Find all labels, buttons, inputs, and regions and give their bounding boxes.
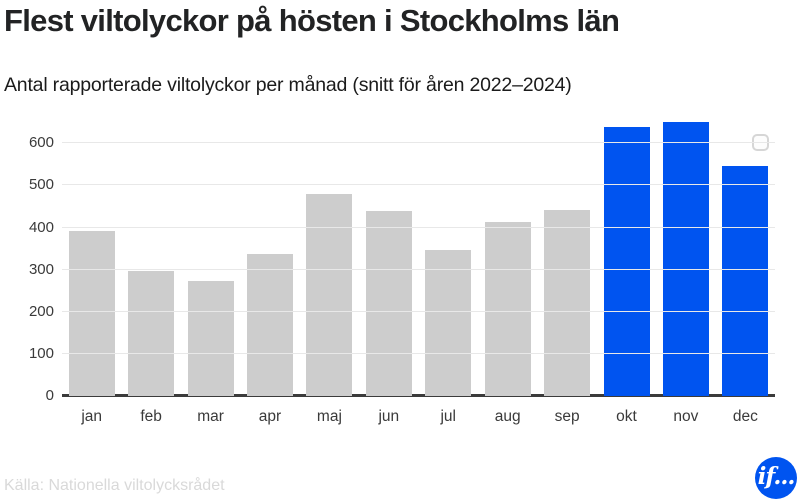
bar-maj[interactable] [306, 193, 353, 396]
bar-slot-mar [181, 281, 240, 396]
gridline-600 [62, 142, 775, 144]
y-tick-label-200: 200 [28, 302, 54, 320]
x-tick-label-feb: feb [140, 408, 162, 425]
x-tick-label-maj: maj [316, 408, 342, 425]
y-tick-label-300: 300 [28, 260, 54, 278]
y-tick-label-600: 600 [28, 134, 54, 152]
x-tick-label-aug: aug [494, 408, 521, 425]
x-axis-labels: jan feb mar apr maj jun jul aug sep okt nov dec [62, 408, 775, 426]
if-logo-text: if... [757, 463, 796, 490]
bar-slot-jan [62, 230, 121, 396]
gridline-300 [62, 268, 775, 270]
chart-subtitle: Antal rapporterade viltolyckor per månad… [4, 74, 572, 96]
y-tick-label-100: 100 [28, 344, 54, 362]
y-tick-label-400: 400 [28, 218, 54, 236]
gridline-100 [62, 352, 775, 354]
gridline-500 [62, 184, 775, 186]
bar-mar[interactable] [187, 281, 234, 396]
x-tick-label-jul: jul [440, 408, 456, 425]
bar-slot-dec [716, 165, 775, 396]
bar-chart: 0 100 200 300 400 500 600 jan feb mar apr maj jun ju… [0, 118, 800, 438]
bar-jul[interactable] [425, 250, 472, 396]
bar-slot-feb [121, 270, 180, 396]
bar-slot-okt [597, 127, 656, 396]
x-tick-label-dec: dec [732, 408, 758, 425]
bar-okt[interactable] [603, 127, 650, 396]
if-logo: if... [755, 457, 797, 499]
bar-slot-maj [300, 193, 359, 396]
bar-slot-aug [478, 222, 537, 396]
x-tick-label-okt: okt [616, 408, 637, 425]
bar-slot-jun [359, 211, 418, 396]
bar-aug[interactable] [484, 222, 531, 396]
bar-nov[interactable] [662, 122, 709, 396]
page-title: Flest viltolyckor på hösten i Stockholms… [4, 3, 620, 38]
bar-sep[interactable] [544, 210, 591, 396]
bar-feb[interactable] [128, 270, 175, 396]
bar-slot-sep [537, 210, 596, 396]
source-caption: Källa: Nationella viltolycksrådet [4, 477, 225, 494]
bar-jan[interactable] [68, 230, 115, 396]
gridline-200 [62, 310, 775, 312]
bar-slot-apr [240, 254, 299, 396]
y-tick-label-500: 500 [28, 176, 54, 194]
y-tick-label-0: 0 [45, 387, 54, 404]
x-axis-line [62, 394, 775, 397]
bar-slot-nov [656, 122, 715, 396]
x-tick-label-nov: nov [673, 408, 699, 425]
x-tick-label-jan: jan [81, 408, 103, 425]
x-tick-label-jun: jun [378, 408, 400, 425]
x-tick-label-mar: mar [197, 408, 224, 425]
x-tick-label-apr: apr [258, 408, 282, 425]
plot-area [62, 118, 775, 397]
gridline-400 [62, 226, 775, 228]
bar-slot-jul [419, 250, 478, 396]
x-tick-label-sep: sep [554, 408, 580, 425]
bar-series [62, 118, 775, 396]
bar-apr[interactable] [246, 254, 293, 396]
bar-dec[interactable] [722, 165, 769, 396]
bar-jun[interactable] [365, 211, 412, 396]
